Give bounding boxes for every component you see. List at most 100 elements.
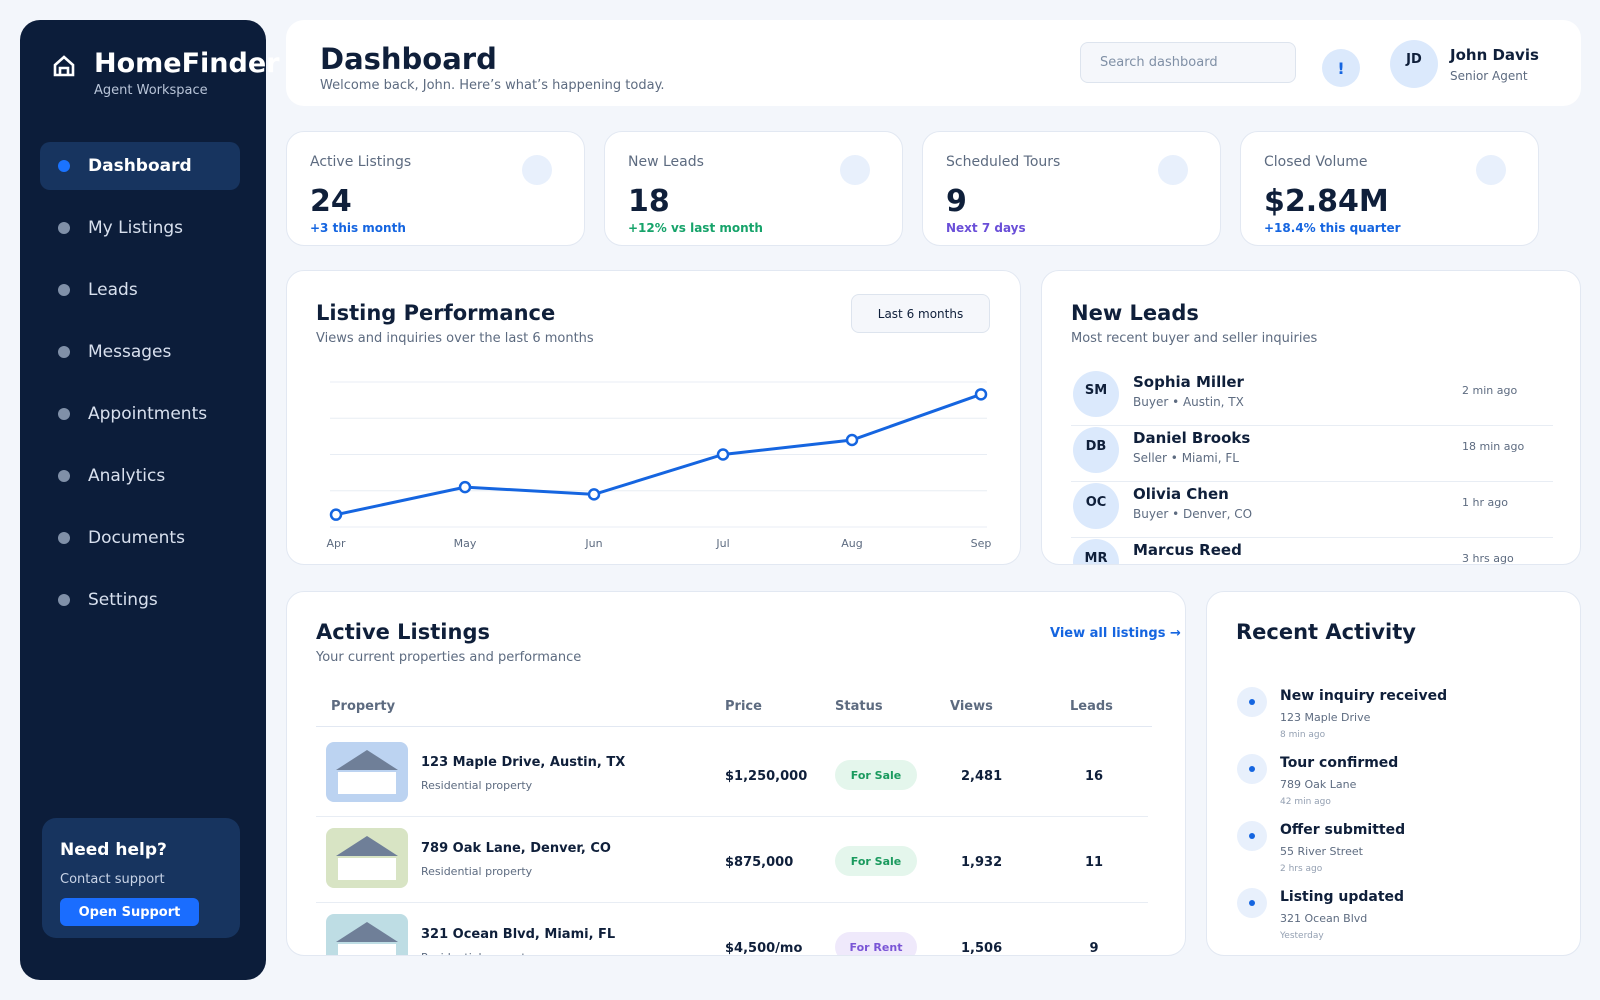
leads: 11 [1084, 855, 1104, 870]
row-rule [1071, 481, 1553, 482]
line [335, 392, 982, 517]
support-button[interactable]: Open Support [60, 898, 199, 926]
nav-dot [58, 594, 70, 606]
property-type: Residential property [421, 951, 532, 955]
nav-item[interactable]: My Listings [40, 204, 240, 252]
thumb-roof [336, 750, 398, 770]
activity-dot [1249, 699, 1255, 705]
activity-title: Recent Activity [1236, 620, 1416, 644]
nav-label: Analytics [88, 466, 166, 486]
activity-title: Tour confirmed [1280, 755, 1399, 771]
point [845, 433, 859, 447]
nav-label: Settings [88, 590, 158, 610]
nav-item[interactable]: Leads [40, 266, 240, 314]
chart-subtitle: Views and inquiries over the last 6 mont… [316, 331, 594, 346]
stat-card: New Leads 18 +12% vs last month [604, 131, 903, 246]
stat-value: 18 [628, 184, 670, 219]
stat-value: 24 [310, 184, 352, 219]
activity-icon [1237, 687, 1267, 717]
stat-card: Closed Volume $2.84M +18.4% this quarter [1240, 131, 1539, 246]
activity-title: Listing updated [1280, 889, 1405, 905]
activity-detail: 321 Ocean Blvd [1280, 912, 1368, 925]
nav-label: Dashboard [88, 156, 192, 176]
view-all-link[interactable]: View all listings → [1050, 626, 1181, 641]
x-tick-label: Jul [715, 537, 729, 550]
nav-label: Appointments [88, 404, 208, 424]
page-subtitle: Welcome back, John. Here’s what’s happen… [320, 78, 665, 93]
stat-label: Closed Volume [1264, 154, 1368, 170]
lead-avatar: OC [1073, 483, 1119, 529]
activity-time: Yesterday [1280, 931, 1324, 941]
nav-item[interactable]: Appointments [40, 390, 240, 438]
stat-note: Next 7 days [946, 221, 1026, 235]
sidebar: HomeFinder Agent Workspace Dashboard My L… [20, 20, 279, 980]
header: Dashboard Welcome back, John. Here’s wha… [286, 20, 1581, 106]
activity-time: 8 min ago [1280, 730, 1326, 740]
property-name: 321 Ocean Blvd, Miami, FL [421, 927, 616, 942]
nav-item[interactable]: Analytics [40, 452, 240, 500]
nav-item[interactable]: Dashboard [40, 142, 240, 190]
thumb-house [338, 858, 396, 880]
listings-title: Active Listings [316, 620, 490, 644]
nav-dot [58, 532, 70, 544]
help-box: Need help? Contact support Open Support [42, 818, 240, 938]
stat-value: 9 [946, 184, 967, 219]
price: $4,500/mo [725, 941, 803, 956]
nav-dot [58, 284, 70, 296]
stat-note: +3 this month [310, 221, 406, 235]
stat-icon [840, 155, 870, 185]
lead-name: Daniel Brooks [1133, 429, 1251, 447]
column-header: Property [331, 699, 396, 714]
activity-dot [1249, 766, 1255, 772]
lead-time: 18 min ago [1462, 440, 1525, 453]
listings-subtitle: Your current properties and performance [316, 650, 582, 665]
chart-card: Listing Performance Views and inquiries … [286, 270, 1021, 565]
lead-detail: Buyer • Denver, CO [1133, 507, 1253, 521]
nav-dot [58, 408, 70, 420]
property-name: 789 Oak Lane, Denver, CO [421, 841, 611, 856]
lead-avatar: MR [1073, 539, 1119, 564]
views: 1,932 [961, 855, 1003, 870]
home-icon [53, 55, 75, 77]
x-tick-label: Sep [971, 537, 992, 550]
nav-dot [58, 160, 70, 172]
property-type: Residential property [421, 779, 533, 792]
search-box[interactable]: Search dashboard [1080, 42, 1296, 83]
activity-detail: 55 River Street [1280, 845, 1363, 858]
column-header: Leads [1070, 699, 1113, 714]
stat-label: Active Listings [310, 154, 412, 170]
x-tick-label: Aug [841, 537, 862, 550]
activity-dot [1249, 833, 1255, 839]
views: 2,481 [961, 769, 1003, 784]
range-button[interactable]: Last 6 months [851, 294, 990, 333]
thumb-house [338, 944, 396, 955]
stat-value: $2.84M [1264, 184, 1389, 219]
lead-detail: Seller • Miami, FL [1133, 451, 1239, 465]
activity-time: 42 min ago [1280, 797, 1331, 807]
stat-note: +12% vs last month [628, 221, 763, 235]
nav-item[interactable]: Documents [40, 514, 240, 562]
row-rule [1071, 537, 1553, 538]
nav-dot [58, 222, 70, 234]
property-thumb [326, 742, 408, 802]
nav-item[interactable]: Messages [40, 328, 240, 376]
nav-item[interactable]: Settings [40, 576, 240, 624]
lead-name: Olivia Chen [1133, 485, 1229, 503]
property-thumb [326, 914, 408, 955]
chart-title: Listing Performance [316, 301, 556, 325]
help-text: Contact support [60, 872, 165, 887]
user-avatar: JD [1390, 40, 1438, 88]
point [329, 508, 343, 521]
stat-label: Scheduled Tours [946, 154, 1061, 170]
stat-card: Active Listings 24 +3 this month [286, 131, 585, 246]
activity-icon [1237, 821, 1267, 851]
point [974, 388, 988, 401]
lead-detail: Buyer • Austin, TX [1133, 395, 1244, 409]
activity-title: Offer submitted [1280, 822, 1406, 838]
thumb-roof [336, 922, 398, 942]
row-rule [1071, 425, 1553, 426]
lead-name: Marcus Reed [1133, 541, 1242, 559]
alert-button[interactable]: ! [1322, 49, 1360, 87]
lead-avatar: SM [1073, 371, 1119, 417]
activity-dot [1249, 900, 1255, 906]
